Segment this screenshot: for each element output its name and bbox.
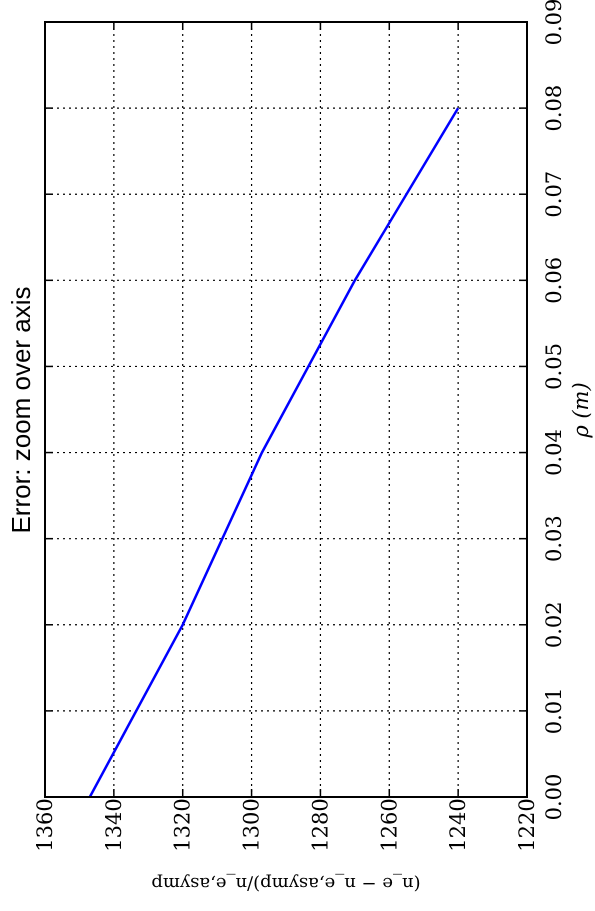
x-tick-labels: 1220 1240 1260 1280 1300 1320 1340 1360 — [33, 798, 539, 851]
x-tick-label: 1340 — [102, 798, 126, 851]
plot-frame — [44, 21, 528, 798]
x-tick-label: 1280 — [308, 798, 332, 851]
ticks — [44, 21, 528, 798]
grid — [45, 22, 527, 797]
y-tick-labels: 0.00 0.01 0.02 0.03 0.04 0.05 0.06 0.07 0.08 0.09 — [542, 0, 566, 820]
y-tick-label: 0.05 — [542, 343, 566, 390]
x-tick-label: 1320 — [171, 798, 195, 851]
x-axis-label: ρ (m) — [569, 382, 593, 438]
y-axis-label: (n_e − n_e,asymp)/n_e,asymp — [151, 873, 420, 894]
y-tick-label: 0.07 — [542, 171, 566, 218]
y-tick-label: 0.04 — [542, 429, 566, 476]
x-tick-label: 1240 — [446, 798, 470, 851]
x-tick-label: 1260 — [377, 798, 401, 851]
y-tick-label: 0.09 — [542, 0, 566, 45]
x-tick-label: 1220 — [515, 798, 539, 851]
chart-title: Error: zoom over axis — [6, 286, 36, 533]
y-tick-label: 0.08 — [542, 85, 566, 132]
y-tick-label: 0.02 — [542, 601, 566, 648]
y-tick-label: 0.01 — [542, 688, 566, 735]
y-tick-label: 0.03 — [542, 515, 566, 562]
x-tick-label: 1360 — [33, 798, 57, 851]
series-line — [88, 107, 460, 798]
x-tick-label: 1300 — [240, 798, 264, 851]
y-tick-label: 0.00 — [542, 774, 566, 821]
y-tick-label: 0.06 — [542, 257, 566, 304]
